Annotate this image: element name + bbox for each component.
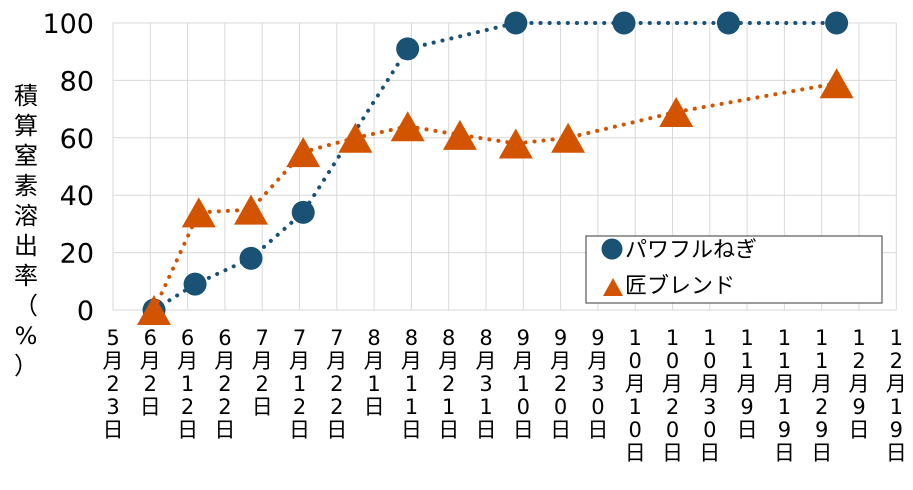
y-tick-label: 80	[60, 66, 94, 97]
data-point	[504, 11, 528, 35]
y-tick-label: 60	[60, 124, 94, 155]
y-tick-label: 0	[77, 296, 94, 327]
data-point	[612, 11, 636, 35]
x-axis-ticks: 5 月 2 3 日 6 月 2 日 6 月 1 2 日 6 月 2 2 日 7 月 2 日 7 月 1 2 日 7 月 2 2 日 8 月 1 日 8 月 1…	[103, 326, 907, 465]
data-point	[183, 272, 207, 296]
data-point	[442, 119, 477, 150]
data-point	[659, 97, 694, 127]
y-axis-title: 積算窒素溶出率（%）	[14, 82, 38, 380]
legend: パワフルねぎ 匠ブレンド	[585, 235, 883, 304]
series-group	[137, 11, 854, 325]
data-point	[338, 122, 373, 153]
data-point	[819, 68, 854, 99]
data-point	[716, 11, 740, 35]
y-tick-label: 100	[42, 9, 94, 40]
data-point	[396, 37, 420, 61]
legend-box	[585, 235, 883, 304]
data-point	[498, 128, 533, 159]
legend-label-series-2: 匠ブレンド	[625, 274, 735, 299]
data-point	[137, 295, 171, 325]
data-point	[551, 122, 586, 153]
y-tick-label: 40	[60, 181, 94, 212]
legend-marker-series-2	[603, 278, 623, 296]
data-point	[825, 11, 849, 35]
legend-label-series-1: パワフルねぎ	[625, 238, 757, 263]
data-point	[286, 137, 321, 168]
y-axis-label: 積算窒素溶出率（%）	[14, 82, 38, 380]
series-2	[137, 68, 854, 325]
y-axis-ticks: 0 20 40 60 80 100	[42, 9, 94, 327]
data-point	[234, 194, 268, 225]
data-point	[239, 246, 263, 270]
data-point	[181, 197, 216, 228]
data-point	[390, 111, 425, 142]
legend-marker-series-1	[601, 238, 623, 260]
data-point	[291, 200, 315, 224]
y-tick-label: 20	[60, 239, 94, 270]
